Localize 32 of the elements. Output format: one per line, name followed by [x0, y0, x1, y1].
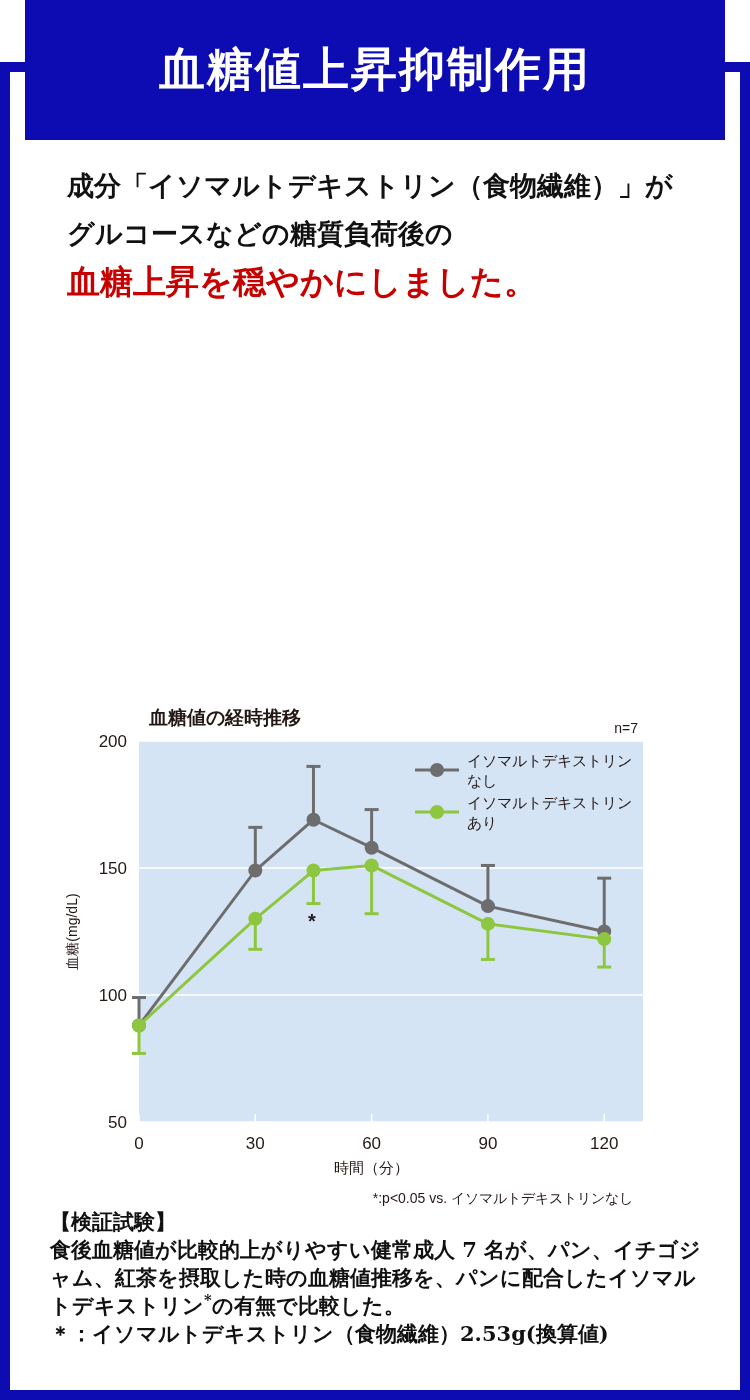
- x-tick-label: 60: [362, 1134, 382, 1153]
- legend-label: イソマルトデキストリンあり: [467, 794, 632, 831]
- x-axis-title: 時間（分）: [334, 1159, 410, 1176]
- chart-subtitle: 成分「イソマルトデキストリン（食物繊維）」がグルコースなどの糖質負荷後の: [67, 169, 674, 251]
- annotation: *: [308, 910, 317, 932]
- y-tick-label: 150: [98, 859, 127, 878]
- point: [480, 916, 495, 931]
- point: [248, 863, 263, 878]
- legend-label: イソマルトデキストリンなし: [467, 752, 632, 789]
- text: 【検証試験】: [50, 1208, 177, 1236]
- x-tick-label: 90: [478, 1134, 498, 1153]
- text: 血糖値上昇抑制作用: [159, 41, 591, 98]
- text: *:p<0.05 vs. イソマルトデキストリンなし: [372, 1190, 633, 1206]
- point: [480, 899, 495, 914]
- text: 食後血糖値が比較的上がりやすい健常成人 7 名が、パン、イチゴジャム、紅茶を摂取した時の血糖値推移を、パンに配合したイソマルトデキストリン$^{*}$の有無で比較した。: [50, 1236, 703, 1320]
- text: 血糖上昇を穏やかにしました。: [67, 261, 538, 303]
- point: [364, 858, 379, 873]
- y-tick-label: 50: [108, 1113, 127, 1132]
- y-tick-label: 200: [98, 732, 127, 751]
- point: [597, 932, 612, 947]
- x-tick-label: 0: [134, 1134, 144, 1153]
- x-tick-label: 30: [245, 1134, 265, 1153]
- point: [364, 840, 379, 855]
- x-tick-label: 120: [590, 1134, 619, 1153]
- point: [248, 911, 263, 926]
- point: [306, 863, 321, 878]
- chart-title: 血糖値の経時推移: [148, 707, 301, 728]
- point: [306, 812, 321, 827]
- y-tick-label: 100: [98, 986, 127, 1005]
- text: n=7: [614, 720, 639, 736]
- y-axis-title: 血糖(mg/dL): [64, 893, 80, 970]
- text: ＊：イソマルトデキストリン（食物繊維）2.53g(換算値): [50, 1320, 610, 1348]
